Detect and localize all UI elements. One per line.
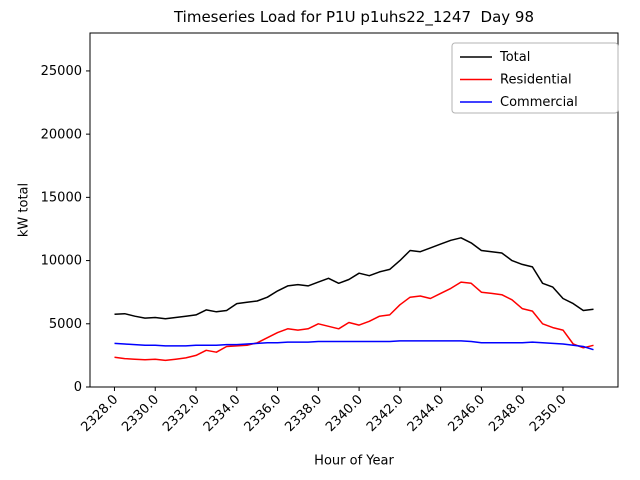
axis-box — [89, 32, 619, 388]
legend: Total Residential Commercial — [451, 42, 619, 114]
x-tick-label: 2338.0 — [282, 392, 325, 435]
x-tick-label: 2340.0 — [323, 392, 366, 435]
series-line-total — [114, 237, 594, 320]
x-tick-label: 2332.0 — [160, 392, 203, 435]
ticks-group: 05000100001500020000250002328.02330.0233… — [41, 64, 570, 435]
x-tick-label: 2330.0 — [119, 392, 162, 435]
y-tick-label: 25000 — [41, 64, 82, 79]
legend-frame — [451, 42, 619, 114]
legend-label-residential: Residential — [500, 73, 572, 88]
x-tick-label: 2342.0 — [364, 392, 407, 435]
legend-label-total: Total — [499, 50, 530, 65]
x-tick-label: 2348.0 — [486, 392, 529, 435]
x-tick-label: 2334.0 — [201, 392, 244, 435]
y-tick-label: 10000 — [41, 254, 82, 269]
x-tick-label: 2346.0 — [445, 392, 488, 435]
x-tick-label: 2350.0 — [527, 392, 570, 435]
series-line-residential — [114, 281, 594, 362]
y-tick-label: 20000 — [41, 127, 82, 142]
x-tick-label: 2336.0 — [242, 392, 285, 435]
x-axis-label: Hour of Year — [314, 453, 394, 469]
legend-label-commercial: Commercial — [500, 95, 578, 110]
y-tick-label: 15000 — [41, 191, 82, 206]
series-group — [114, 237, 594, 362]
y-tick-label: 0 — [74, 380, 82, 395]
y-tick-label: 5000 — [49, 317, 82, 332]
x-tick-label: 2344.0 — [405, 392, 448, 435]
x-tick-label: 2328.0 — [79, 392, 122, 435]
axes-group — [89, 32, 619, 388]
series-line-commercial — [114, 340, 594, 351]
chart-title: Timeseries Load for P1U p1uhs22_1247 Day… — [173, 8, 535, 26]
